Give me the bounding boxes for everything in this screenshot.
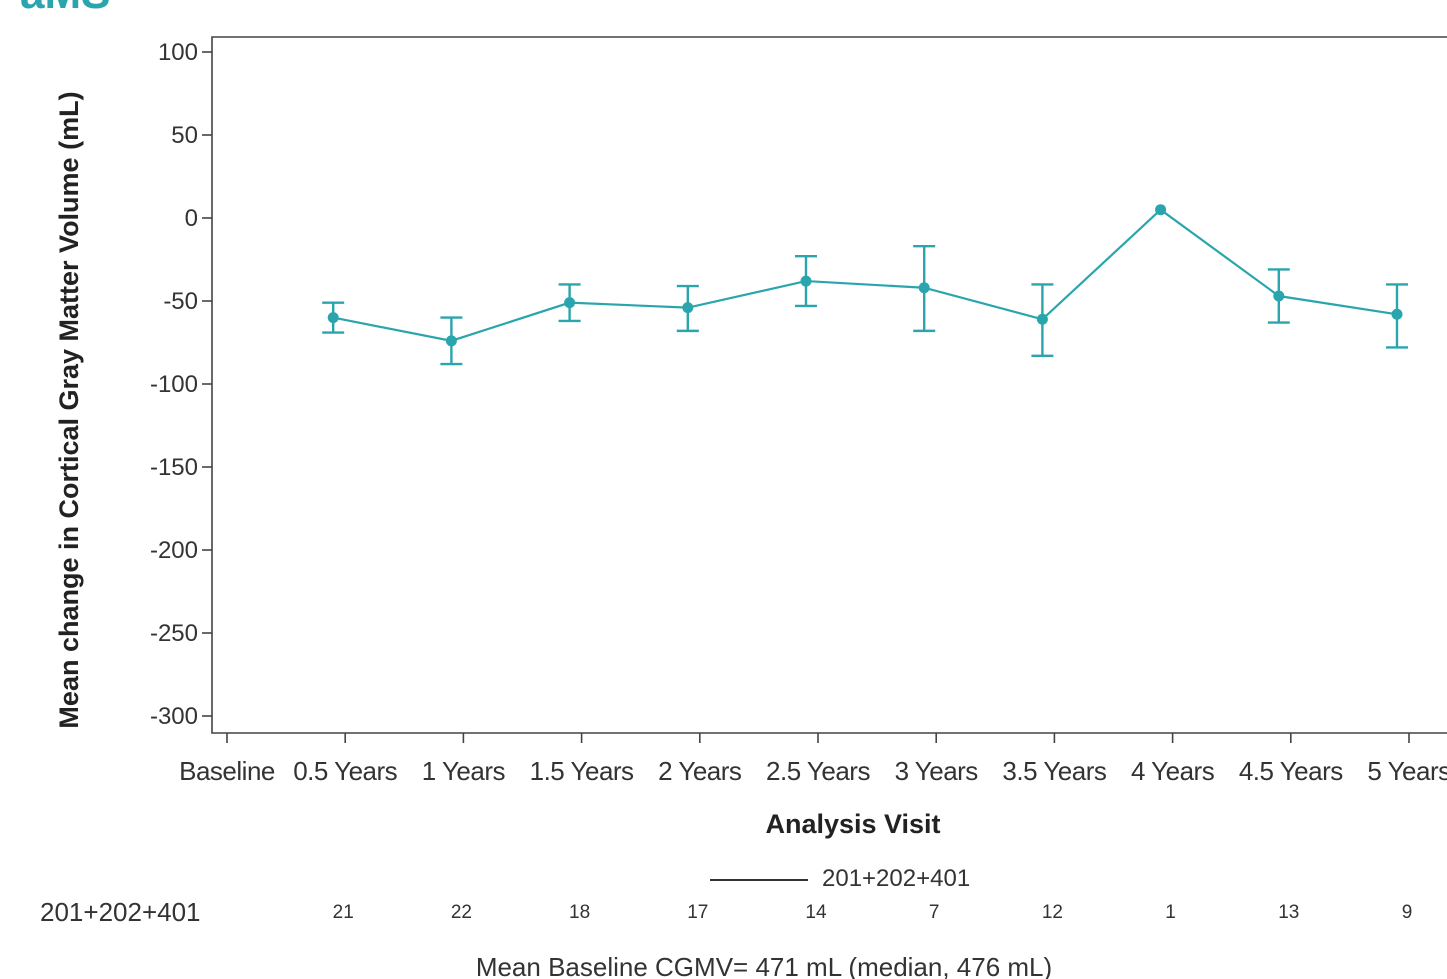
x-tick-label: 3.5 Years: [1002, 756, 1106, 786]
at-risk-count: 21: [333, 902, 354, 923]
x-tick-label: 2 Years: [658, 756, 742, 786]
at-risk-row-label: 201+202+401: [40, 897, 201, 927]
y-tick-label: 100: [158, 39, 198, 66]
x-tick-label: 4.5 Years: [1239, 756, 1343, 786]
y-axis-title: Mean change in Cortical Gray Matter Volu…: [54, 91, 84, 728]
at-risk-count: 14: [805, 902, 827, 923]
x-axis-title: Analysis Visit: [765, 809, 940, 839]
data-point: [1155, 204, 1167, 216]
legend-label: 201+202+401: [822, 865, 970, 892]
y-tick-label: 50: [171, 122, 198, 149]
at-risk-counts: 21 22 18 17 14 7 12 1 13 9: [333, 902, 1413, 923]
legend: 201+202+401: [710, 865, 970, 892]
at-risk-count: 7: [929, 902, 940, 923]
y-tick-label: -250: [150, 620, 198, 647]
data-point: [1036, 313, 1048, 325]
y-tick-label: -300: [150, 703, 198, 730]
header-fragment: aMS: [20, 0, 110, 18]
plot-area: 100 50 0 -50 -100 -150 -200 -250 -300 Baseline 0.5…: [150, 36, 1447, 786]
x-tick-label: 1.5 Years: [530, 756, 634, 786]
data-point: [800, 275, 812, 287]
at-risk-count: 12: [1042, 902, 1063, 923]
series-line: [332, 208, 1398, 342]
data-point: [1391, 308, 1403, 320]
x-tick-label: 2.5 Years: [766, 756, 870, 786]
data-point: [682, 302, 694, 314]
x-tick-label: 1 Years: [422, 756, 506, 786]
y-tick-label: -200: [150, 537, 198, 564]
at-risk-count: 18: [569, 902, 590, 923]
y-tick-label: -150: [150, 454, 198, 481]
data-point: [445, 335, 457, 347]
data-point: [1273, 290, 1285, 302]
plot-frame: [211, 36, 1447, 734]
footnote: Mean Baseline CGMV= 471 mL (median, 476 …: [476, 952, 1052, 979]
at-risk-count: 17: [687, 902, 708, 923]
x-tick-label: 0.5 Years: [293, 756, 397, 786]
x-tick-label: Baseline: [179, 756, 275, 786]
at-risk-count: 9: [1402, 902, 1413, 923]
data-point: [564, 297, 576, 309]
y-tick-label: 0: [185, 205, 198, 232]
at-risk-count: 1: [1165, 902, 1176, 923]
data-point: [327, 312, 339, 324]
x-tick-label: 4 Years: [1131, 756, 1215, 786]
y-tick-label: -50: [163, 288, 198, 315]
at-risk-count: 22: [451, 902, 472, 923]
at-risk-count: 13: [1278, 902, 1299, 923]
x-tick-label: 3 Years: [895, 756, 979, 786]
y-tick-label: -100: [150, 371, 198, 398]
data-point: [918, 282, 930, 294]
x-tick-label: 5 Years: [1367, 756, 1447, 786]
